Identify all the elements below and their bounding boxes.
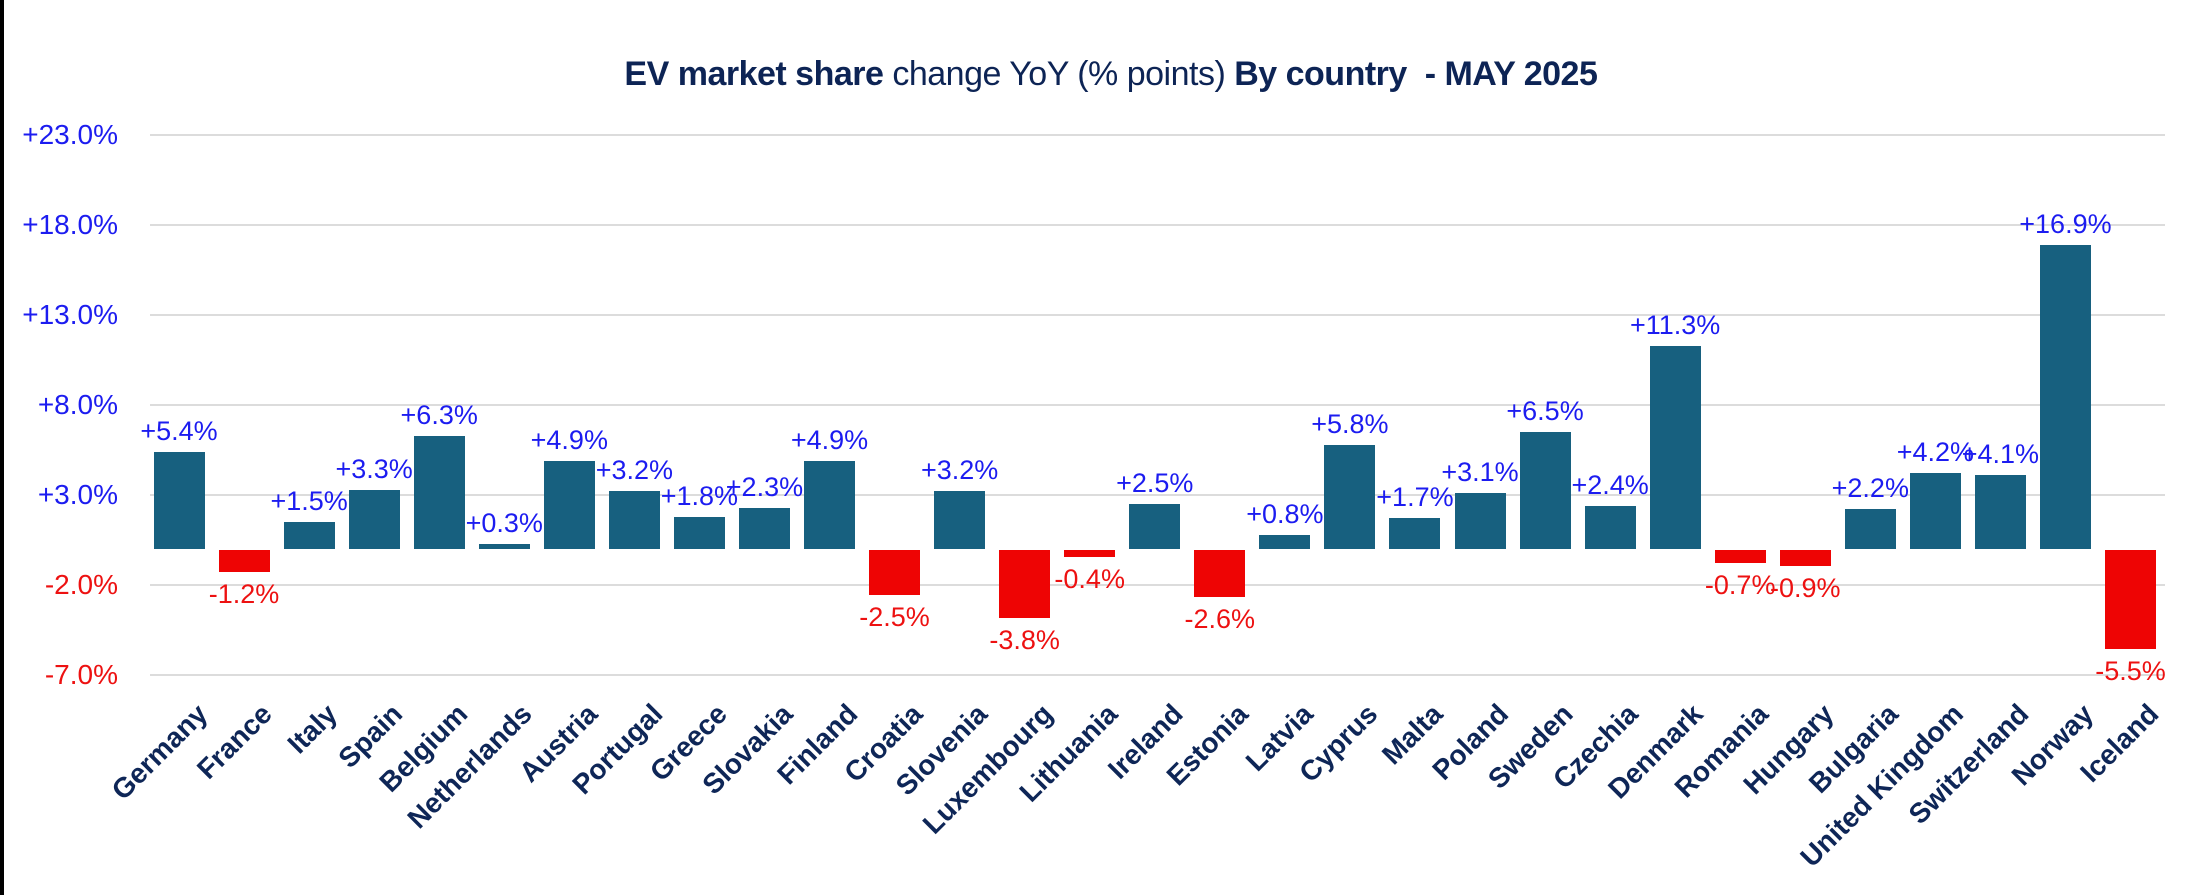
bar-finland <box>804 460 855 549</box>
bar-italy <box>283 522 335 549</box>
gridline <box>150 584 2165 586</box>
bar-value-label-greece: +1.8% <box>660 480 739 511</box>
bar-czechia <box>1584 505 1636 549</box>
y-tick-label: +3.0% <box>37 479 118 510</box>
bar-value-label-ireland: +2.5% <box>1116 468 1194 498</box>
bar-lithuania <box>1064 550 1116 558</box>
gridline <box>150 674 2165 676</box>
bar-ireland <box>1129 504 1181 549</box>
bar-value-label-united-kingdom: +4.2% <box>1896 437 1974 468</box>
bar-value-label-belgium: +6.3% <box>400 399 478 430</box>
chart-title-part-2: change YoY (% points) <box>883 55 1235 93</box>
bar-value-label-france: -1.2% <box>208 578 280 609</box>
bar-value-label-iceland: -5.5% <box>2095 656 2166 686</box>
bar-germany <box>153 451 205 549</box>
bar-latvia <box>1259 534 1311 549</box>
bar-croatia <box>869 550 921 595</box>
bar-portugal <box>608 491 660 549</box>
bar-value-label-sweden: +6.5% <box>1506 396 1584 426</box>
bar-sweden <box>1519 432 1571 549</box>
bar-austria <box>543 460 595 549</box>
bar-value-label-slovenia: +3.2% <box>920 455 999 486</box>
bar-netherlands <box>478 543 530 549</box>
bar-value-label-switzerland: +4.1% <box>1961 439 2040 470</box>
bar-value-label-denmark: +11.3% <box>1629 309 1721 340</box>
bar-hungary <box>1779 550 1831 567</box>
bar-value-label-slovakia: +2.3% <box>725 471 804 502</box>
y-tick-label: +18.0% <box>22 209 118 240</box>
bar-norway <box>2039 244 2091 549</box>
bar-value-label-italy: +1.5% <box>270 486 348 516</box>
x-tick-label-germany: Germany <box>105 698 213 806</box>
bar-switzerland <box>1974 475 2026 549</box>
bar-value-label-spain: +3.3% <box>335 453 413 484</box>
y-tick-label: +13.0% <box>22 299 118 330</box>
bar-value-label-croatia: -2.5% <box>859 602 930 632</box>
bar-value-label-luxembourg: -3.8% <box>989 625 1060 656</box>
bar-romania <box>1714 550 1766 563</box>
bar-value-label-cyprus: +5.8% <box>1311 408 1389 439</box>
chart-title-part-1: EV market share <box>624 55 884 93</box>
bar-slovenia <box>934 491 986 549</box>
bar-spain <box>348 489 400 549</box>
bar-value-label-poland: +3.1% <box>1441 457 1519 488</box>
gridline <box>150 224 2165 226</box>
bar-united-kingdom <box>1909 473 1961 549</box>
bar-iceland <box>2105 550 2156 649</box>
y-tick-label: -7.0% <box>44 659 118 690</box>
bar-value-label-czechia: +2.4% <box>1571 469 1649 500</box>
bar-value-label-germany: +5.4% <box>140 415 218 446</box>
bar-value-label-malta: +1.7% <box>1376 482 1454 513</box>
bar-cyprus <box>1324 444 1376 549</box>
bar-value-label-finland: +4.9% <box>790 424 869 455</box>
bar-value-label-bulgaria: +2.2% <box>1831 473 1909 504</box>
bar-value-label-norway: +16.9% <box>2019 208 2112 239</box>
bar-value-label-portugal: +3.2% <box>595 455 673 486</box>
y-tick-label: +8.0% <box>37 389 118 420</box>
bar-greece <box>673 516 725 549</box>
bar-denmark <box>1649 345 1701 549</box>
bar-value-label-austria: +4.9% <box>530 424 608 455</box>
window-left-border <box>0 0 4 895</box>
y-tick-label: +23.0% <box>22 119 118 150</box>
bar-bulgaria <box>1844 509 1896 549</box>
bar-luxembourg <box>999 550 1051 619</box>
bar-belgium <box>413 435 465 549</box>
bar-slovakia <box>738 507 790 549</box>
bar-value-label-lithuania: -0.4% <box>1054 564 1125 595</box>
gridline <box>150 404 2165 406</box>
gridline <box>150 494 2165 496</box>
chart-title-part-3: By country - MAY 2025 <box>1234 55 1598 93</box>
bar-value-label-hungary: -0.9% <box>1769 573 1841 604</box>
bar-value-label-latvia: +0.8% <box>1246 498 1324 529</box>
bar-estonia <box>1194 550 1246 597</box>
gridline <box>150 314 2165 316</box>
y-tick-label: -2.0% <box>44 569 118 600</box>
bar-malta <box>1389 518 1441 549</box>
bar-value-label-romania: -0.7% <box>1704 569 1776 600</box>
bar-value-label-estonia: -2.6% <box>1184 603 1256 634</box>
bar-value-label-netherlands: +0.3% <box>465 507 543 538</box>
bar-france <box>218 550 270 572</box>
bar-poland <box>1454 493 1506 549</box>
chart-title: EV market share change YoY (% points) By… <box>0 16 2186 133</box>
gridline <box>150 134 2165 136</box>
